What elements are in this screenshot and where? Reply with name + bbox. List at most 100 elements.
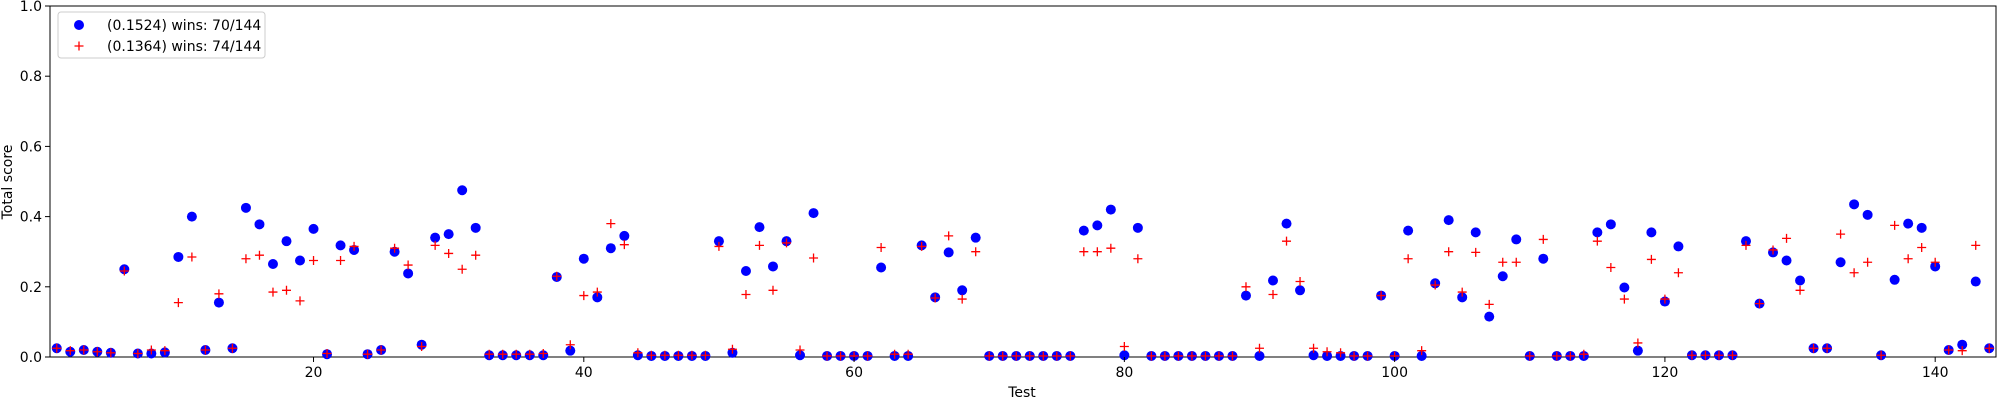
data-point-circle (1308, 350, 1319, 361)
data-point-plus (173, 298, 183, 308)
data-point-circle (808, 208, 819, 219)
data-point-plus (1552, 351, 1562, 361)
data-point-plus (268, 287, 278, 297)
data-point-plus (1755, 299, 1765, 309)
x-tick-label: 80 (1115, 365, 1133, 381)
data-point-circle (1835, 257, 1846, 268)
data-point-circle (1078, 225, 1089, 236)
data-point-plus (1592, 236, 1602, 246)
data-point-plus (1106, 243, 1116, 253)
data-point-plus (876, 242, 886, 252)
data-point-plus (1538, 234, 1548, 244)
y-tick-label: 0.4 (20, 210, 42, 226)
data-point-circle (267, 258, 278, 269)
data-point-plus (1619, 294, 1629, 304)
series-2 (52, 219, 1994, 361)
data-point-plus (1876, 350, 1886, 360)
data-point-plus (1484, 299, 1494, 309)
data-point-plus (1471, 247, 1481, 257)
data-point-plus (65, 346, 75, 356)
data-point-plus (119, 266, 129, 276)
legend-marker-plus (74, 41, 84, 51)
data-point-plus (133, 348, 143, 358)
data-point-plus (984, 351, 994, 361)
data-point-plus (660, 350, 670, 360)
data-point-plus (511, 349, 521, 359)
data-point-plus (1295, 277, 1305, 287)
data-point-plus (1417, 346, 1427, 356)
data-point-plus (538, 348, 548, 358)
data-point-plus (646, 350, 656, 360)
data-point-plus (741, 290, 751, 300)
data-point-plus (1511, 257, 1521, 267)
data-point-plus (1890, 220, 1900, 230)
data-point-plus (1768, 245, 1778, 255)
data-point-plus (863, 351, 873, 361)
data-point-circle (240, 202, 251, 213)
data-point-circle (1457, 292, 1468, 303)
data-point-circle (1254, 350, 1265, 361)
y-tick-label: 1.0 (20, 0, 42, 15)
data-point-plus (92, 347, 102, 357)
data-point-plus (1660, 294, 1670, 304)
data-point-plus (1322, 347, 1332, 357)
data-point-plus (1119, 341, 1129, 351)
data-point-circle (1619, 282, 1630, 293)
data-point-circle (1781, 255, 1792, 266)
data-point-circle (403, 268, 414, 279)
data-point-circle (1470, 227, 1481, 238)
data-point-plus (836, 351, 846, 361)
data-point-plus (1444, 247, 1454, 257)
data-point-plus (971, 247, 981, 257)
data-point-plus (1254, 343, 1264, 353)
data-point-plus (1214, 351, 1224, 361)
data-point-plus (1309, 343, 1319, 353)
data-point-plus (1930, 257, 1940, 267)
data-point-plus (1579, 349, 1589, 359)
data-point-plus (1795, 285, 1805, 295)
data-point-plus (1038, 351, 1048, 361)
data-point-circle (754, 222, 765, 233)
data-point-circle (1416, 350, 1427, 361)
x-tick-label: 140 (1922, 365, 1949, 381)
data-point-plus (633, 348, 643, 358)
legend-entry-label: (0.1524) wins: 70/144 (107, 18, 261, 34)
data-point-plus (1700, 350, 1710, 360)
data-point-circle (795, 350, 806, 361)
data-point-circle (1795, 275, 1806, 286)
x-axis-label: Test (1007, 385, 1036, 400)
data-point-plus (1903, 254, 1913, 264)
data-point-plus (295, 296, 305, 306)
plot-border (49, 5, 1997, 358)
x-tick-label: 120 (1652, 365, 1679, 381)
axes-frame (49, 5, 1997, 358)
data-point-circle (254, 219, 265, 230)
data-point-plus (795, 345, 805, 355)
data-point-plus (768, 285, 778, 295)
data-point-plus (1349, 351, 1359, 361)
data-point-plus (417, 341, 427, 351)
data-point-plus (727, 344, 737, 354)
data-point-plus (336, 255, 346, 265)
data-point-circle (443, 229, 454, 240)
data-point-plus (106, 348, 116, 358)
data-point-plus (1268, 290, 1278, 300)
data-point-circle (970, 232, 981, 243)
data-point-plus (1606, 262, 1616, 272)
data-point-circle (281, 236, 292, 247)
data-point-plus (1065, 351, 1075, 361)
data-point-plus (1133, 254, 1143, 264)
data-point-plus (227, 343, 237, 353)
data-point-plus (471, 250, 481, 260)
data-point-plus (754, 240, 764, 250)
data-point-plus (957, 294, 967, 304)
data-point-plus (1633, 338, 1643, 348)
data-point-circle (565, 345, 576, 356)
y-tick-label: 0.8 (20, 69, 42, 85)
data-point-plus (1836, 229, 1846, 239)
data-point-plus (498, 349, 508, 359)
data-point-circle (619, 230, 630, 241)
data-point-circle (740, 266, 751, 277)
data-point-plus (322, 348, 332, 358)
